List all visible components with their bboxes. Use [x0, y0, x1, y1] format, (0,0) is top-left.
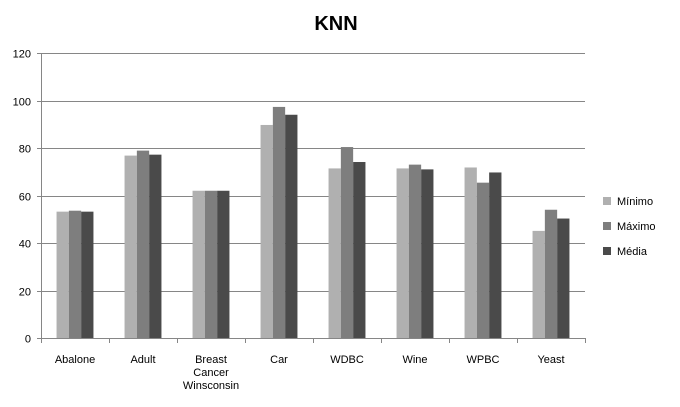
bar	[544, 209, 558, 338]
bar	[217, 190, 230, 338]
bar	[124, 155, 137, 338]
bar	[328, 168, 341, 338]
bar	[204, 190, 218, 338]
chart-title: KNN	[314, 13, 357, 35]
bar	[149, 154, 162, 338]
bar	[476, 182, 490, 338]
y-tick-label: 100	[13, 97, 31, 109]
y-tick-label: 0	[25, 334, 31, 346]
bar	[489, 172, 502, 338]
bar	[68, 210, 82, 338]
bar	[421, 169, 434, 339]
x-tick-label: Abalone	[55, 354, 95, 366]
y-tick-label: 40	[19, 239, 31, 251]
bar	[136, 150, 150, 338]
legend-label: Média	[617, 246, 648, 258]
bar	[285, 114, 298, 338]
bar	[532, 230, 545, 338]
bar	[353, 162, 366, 338]
bar	[260, 124, 273, 339]
legend-swatch	[603, 222, 611, 230]
y-tick-label: 20	[19, 287, 31, 299]
bar	[557, 218, 570, 338]
bar	[81, 211, 94, 338]
bar	[340, 147, 354, 338]
x-tick-label: Wine	[402, 354, 427, 366]
bar	[192, 190, 205, 338]
legend-label: Máximo	[617, 221, 656, 233]
bar	[396, 168, 409, 338]
x-tick-label: Car	[270, 354, 288, 366]
gridlines	[41, 53, 585, 292]
x-tick-label: Adult	[130, 354, 155, 366]
bar	[464, 167, 477, 338]
x-tick-label: Yeast	[537, 354, 564, 366]
legend-label: Mínimo	[617, 196, 653, 208]
legend: Mínimo Máximo Média	[603, 196, 656, 258]
axes: 0 20 40 60 80 100 120 Abalone Adult Breast Cancer W…	[13, 49, 586, 392]
legend-swatch	[603, 247, 611, 255]
x-tick-label: Breast Cancer Winsconsin	[183, 354, 239, 392]
bar	[408, 164, 422, 338]
y-tick-label: 80	[19, 144, 31, 156]
x-tick-label: WPBC	[467, 354, 500, 366]
bar	[56, 211, 69, 338]
y-tick-label: 60	[19, 192, 31, 204]
x-tick-label: WDBC	[330, 354, 364, 366]
y-tick-label: 120	[13, 49, 31, 61]
bars	[56, 106, 570, 339]
legend-swatch	[603, 197, 611, 205]
bar	[272, 106, 286, 338]
